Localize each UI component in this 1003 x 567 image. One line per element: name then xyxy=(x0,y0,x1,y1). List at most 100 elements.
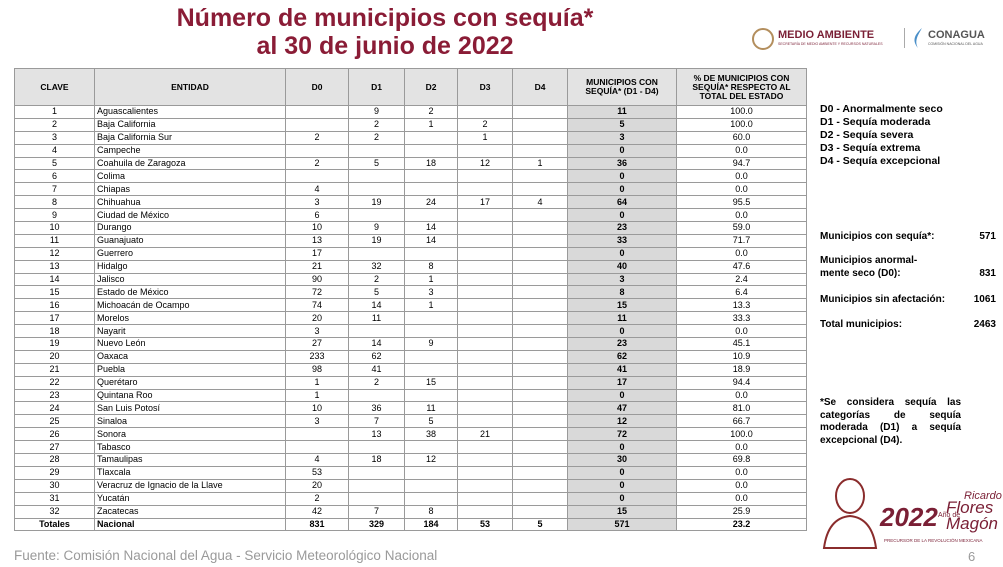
cell: 184 xyxy=(404,517,458,532)
cell: 2 xyxy=(285,130,349,145)
conagua-icon xyxy=(914,28,922,48)
cell: 14 xyxy=(348,298,405,313)
cell xyxy=(404,349,458,364)
table-row: 26 Sonora 13 38 21 72 100.0 xyxy=(14,427,807,442)
cell: 14 xyxy=(404,221,458,235)
cell xyxy=(512,427,568,442)
cell: Campeche xyxy=(94,143,286,158)
cell xyxy=(404,208,458,223)
cell: 0.0 xyxy=(676,182,807,197)
cell: 5 xyxy=(14,156,95,171)
column-header: MUNICIPIOS CON SEQUÍA* (D1 - D4) xyxy=(567,68,677,106)
cell: Tamaulipas xyxy=(94,453,286,467)
cell: 20 xyxy=(285,311,349,326)
cell xyxy=(512,375,568,390)
cell xyxy=(512,491,568,506)
cell: 13 xyxy=(348,427,405,442)
cell xyxy=(348,324,405,339)
title-line: Número de municipios con sequía* xyxy=(176,4,594,32)
cell: 6 xyxy=(285,208,349,223)
cell: 5 xyxy=(567,117,677,132)
cell xyxy=(348,478,405,493)
cell xyxy=(457,375,513,390)
cell: 100.0 xyxy=(676,105,807,119)
cell: Estado de México xyxy=(94,285,286,300)
summary-item: Municipios con sequía*: 571 xyxy=(820,231,996,244)
cell: 7 xyxy=(348,414,405,429)
cell xyxy=(512,143,568,158)
cell: 3 xyxy=(285,324,349,339)
cell: Michoacán de Ocampo xyxy=(94,298,286,313)
cell: 1 xyxy=(14,105,95,119)
title-line: al 30 de junio de 2022 xyxy=(256,32,514,60)
cell: Aguascalientes xyxy=(94,105,286,119)
cell: 17 xyxy=(285,246,349,261)
summary-label: Municipios anormal- mente seco (D0): xyxy=(820,255,918,279)
cell: 20 xyxy=(14,349,95,364)
cell: 1 xyxy=(457,130,513,145)
cell: Jalisco xyxy=(94,272,286,287)
cell: 21 xyxy=(14,362,95,377)
cell xyxy=(348,491,405,506)
cell xyxy=(457,298,513,313)
cell: Nacional xyxy=(94,517,286,532)
cell: 5 xyxy=(348,285,405,300)
cell xyxy=(348,169,405,184)
cell xyxy=(404,182,458,197)
logo-text: CONAGUA xyxy=(928,29,985,41)
table-row: 18 Nayarit 3 0 0.0 xyxy=(14,324,807,339)
cell: 11 xyxy=(14,233,95,248)
cell xyxy=(512,401,568,416)
cell: 1 xyxy=(404,298,458,313)
cell: 0 xyxy=(567,478,677,493)
table-row: 5 Coahuila de Zaragoza 2 5 18 12 1 36 94.7 xyxy=(14,156,807,171)
table-row: 24 San Luis Potosí 10 36 11 47 81.0 xyxy=(14,401,807,416)
cell: 8 xyxy=(404,259,458,274)
portrait xyxy=(822,478,878,549)
cell: 69.8 xyxy=(676,453,807,467)
cell: 831 xyxy=(285,517,349,532)
cell xyxy=(512,414,568,429)
cell xyxy=(457,349,513,364)
table-row: 1 Aguascalientes 9 2 11 100.0 xyxy=(14,105,807,119)
cell xyxy=(457,337,513,351)
cell: 32 xyxy=(14,504,95,519)
cell xyxy=(512,272,568,287)
table-row: 28 Tamaulipas 4 18 12 30 69.8 xyxy=(14,453,807,467)
emblem-text: Ricardo xyxy=(964,490,1002,502)
summary-label: Municipios sin afectación: xyxy=(820,294,946,305)
cell: 27 xyxy=(14,440,95,455)
cell xyxy=(404,388,458,403)
cell: 5 xyxy=(348,156,405,171)
cell xyxy=(457,259,513,274)
cell: 62 xyxy=(567,349,677,364)
cell xyxy=(512,388,568,403)
cell: 3 xyxy=(567,272,677,287)
cell: 23 xyxy=(567,337,677,351)
cell xyxy=(404,143,458,158)
cell xyxy=(404,246,458,261)
cell xyxy=(457,465,513,480)
cell: 5 xyxy=(512,517,568,532)
cell: 9 xyxy=(14,208,95,223)
cell: 13.3 xyxy=(676,298,807,313)
cell: 0 xyxy=(567,182,677,197)
table-row: 4 Campeche 0 0.0 xyxy=(14,143,807,158)
cell xyxy=(457,208,513,223)
cell xyxy=(512,169,568,184)
cell: Morelos xyxy=(94,311,286,326)
table-row: 2 Baja California 2 1 2 5 100.0 xyxy=(14,117,807,132)
cell xyxy=(457,440,513,455)
cell xyxy=(285,117,349,132)
cell xyxy=(512,311,568,326)
cell: 3 xyxy=(567,130,677,145)
summary-value: 831 xyxy=(979,267,996,279)
cell: Chihuahua xyxy=(94,195,286,210)
summary-item: Municipios sin afectación: 1061 xyxy=(820,294,996,307)
cell: 18 xyxy=(14,324,95,339)
table-row: 16 Michoacán de Ocampo 74 14 1 15 13.3 xyxy=(14,298,807,313)
cell: 1 xyxy=(404,272,458,287)
cell: Quintana Roo xyxy=(94,388,286,403)
cell: 0 xyxy=(567,388,677,403)
table-row: 32 Zacatecas 42 7 8 15 25.9 xyxy=(14,504,807,519)
